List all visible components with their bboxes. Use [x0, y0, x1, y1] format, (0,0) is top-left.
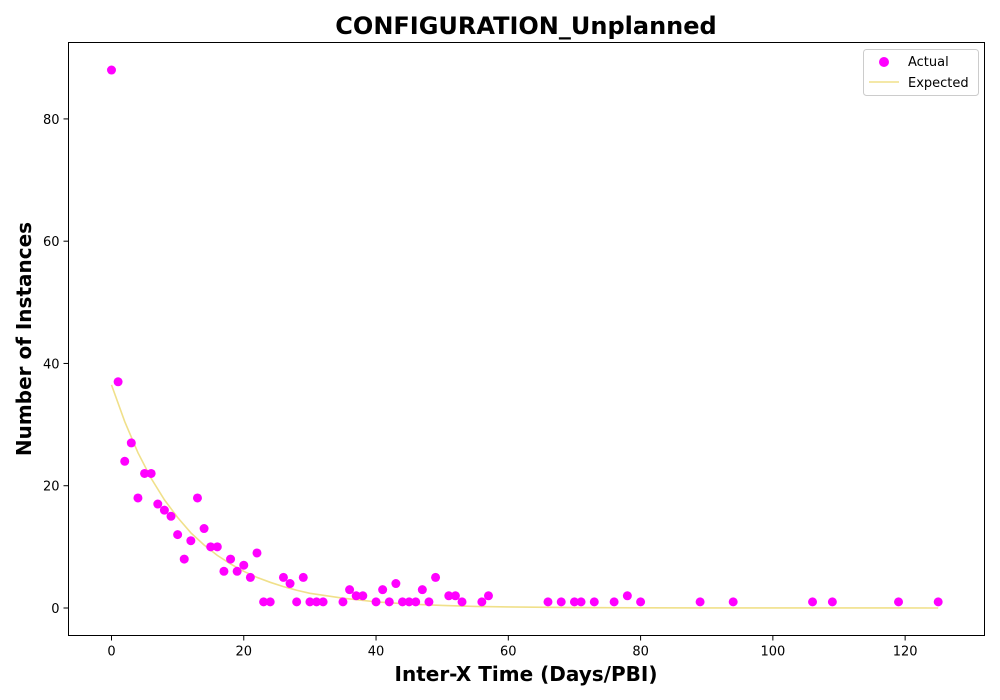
actual-point — [404, 597, 414, 607]
actual-point — [457, 597, 467, 607]
legend-marker-actual — [879, 57, 889, 67]
actual-point — [450, 591, 460, 601]
actual-point — [622, 591, 632, 601]
actual-point — [351, 591, 361, 601]
legend-label-actual: Actual — [908, 55, 949, 70]
actual-point — [113, 377, 123, 387]
actual-point — [417, 585, 427, 595]
actual-point — [345, 585, 355, 595]
actual-point — [411, 597, 421, 607]
actual-point — [159, 505, 169, 515]
actual-point — [298, 572, 308, 582]
actual-point — [146, 468, 156, 478]
y-axis: 0 20 40 60 80 — [43, 113, 69, 617]
y-tick-label: 0 — [51, 602, 59, 617]
actual-point — [179, 554, 189, 564]
actual-point — [106, 65, 116, 75]
actual-point — [318, 597, 328, 607]
plot-frame — [68, 42, 985, 636]
actual-point — [252, 548, 262, 558]
actual-point — [292, 597, 302, 607]
actual-point — [265, 597, 275, 607]
actual-point — [285, 579, 295, 589]
actual-point — [827, 597, 837, 607]
actual-point — [384, 597, 394, 607]
actual-point — [212, 542, 222, 552]
actual-point — [312, 597, 322, 607]
actual-point — [483, 591, 493, 601]
actual-point — [133, 493, 143, 503]
plot-area — [106, 65, 943, 609]
y-tick-label: 60 — [43, 235, 60, 250]
actual-point — [305, 597, 315, 607]
actual-point — [173, 530, 183, 540]
x-tick-label: 40 — [368, 645, 385, 660]
x-tick-label: 100 — [760, 645, 785, 660]
x-tick-label: 0 — [107, 645, 115, 660]
chart-title: CONFIGURATION_Unplanned — [335, 12, 716, 40]
x-tick-label: 120 — [893, 645, 918, 660]
actual-point — [933, 597, 943, 607]
actual-point — [338, 597, 348, 607]
actual-point — [206, 542, 216, 552]
actual-point — [226, 554, 236, 564]
actual-point — [186, 536, 196, 546]
actual-point — [278, 572, 288, 582]
actual-point — [576, 597, 586, 607]
actual-point — [695, 597, 705, 607]
actual-point — [192, 493, 202, 503]
x-axis: 0 20 40 60 80 100 120 — [107, 635, 918, 660]
actual-point — [569, 597, 579, 607]
actual-point — [609, 597, 619, 607]
legend-label-expected: Expected — [908, 76, 969, 91]
actual-point — [636, 597, 646, 607]
actual-point — [556, 597, 566, 607]
actual-point — [166, 511, 176, 521]
actual-point — [358, 591, 368, 601]
expected-line — [110, 384, 939, 609]
actual-point — [543, 597, 553, 607]
actual-point — [219, 566, 229, 576]
actual-point — [444, 591, 454, 601]
actual-point — [728, 597, 738, 607]
y-tick-label: 20 — [43, 480, 60, 495]
actual-point — [199, 524, 209, 534]
actual-point — [397, 597, 407, 607]
y-axis-label: Number of Instances — [12, 222, 36, 456]
actual-point — [120, 456, 130, 466]
actual-point — [140, 468, 150, 478]
legend-box — [863, 49, 979, 96]
actual-point — [589, 597, 599, 607]
actual-point — [894, 597, 904, 607]
actual-point — [391, 579, 401, 589]
y-tick-label: 40 — [43, 357, 60, 372]
actual-point — [424, 597, 434, 607]
x-axis-label: Inter-X Time (Days/PBI) — [395, 662, 658, 686]
legend: Actual Expected — [863, 49, 979, 96]
actual-point — [126, 438, 136, 448]
actual-point — [239, 560, 249, 570]
x-tick-label: 80 — [632, 645, 649, 660]
actual-point — [153, 499, 163, 509]
actual-point — [378, 585, 388, 595]
actual-point — [477, 597, 487, 607]
x-tick-label: 20 — [235, 645, 252, 660]
actual-point — [808, 597, 818, 607]
actual-point — [245, 572, 255, 582]
actual-point — [371, 597, 381, 607]
actual-point — [259, 597, 269, 607]
x-tick-label: 60 — [500, 645, 517, 660]
actual-point — [232, 566, 242, 576]
y-tick-label: 80 — [43, 113, 60, 128]
actual-point — [431, 572, 441, 582]
